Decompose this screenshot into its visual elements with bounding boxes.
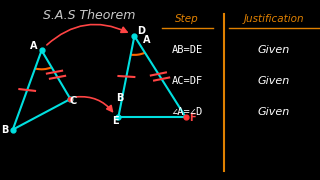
Text: D: D <box>137 26 145 36</box>
Text: A: A <box>143 35 151 45</box>
Text: Given: Given <box>258 45 290 55</box>
Text: F: F <box>189 113 195 123</box>
Text: ∠A=∠D: ∠A=∠D <box>172 107 203 117</box>
Text: Given: Given <box>258 76 290 86</box>
Text: AB=DE: AB=DE <box>172 45 203 55</box>
Text: C: C <box>70 96 77 105</box>
Text: E: E <box>112 116 118 126</box>
Text: AC=DF: AC=DF <box>172 76 203 86</box>
Text: A: A <box>30 41 37 51</box>
Text: S.A.S Theorem: S.A.S Theorem <box>44 9 136 22</box>
Text: Justification: Justification <box>243 14 304 24</box>
Text: B: B <box>116 93 124 103</box>
Text: Step: Step <box>175 14 199 24</box>
Text: Given: Given <box>258 107 290 117</box>
Text: B: B <box>1 125 9 135</box>
